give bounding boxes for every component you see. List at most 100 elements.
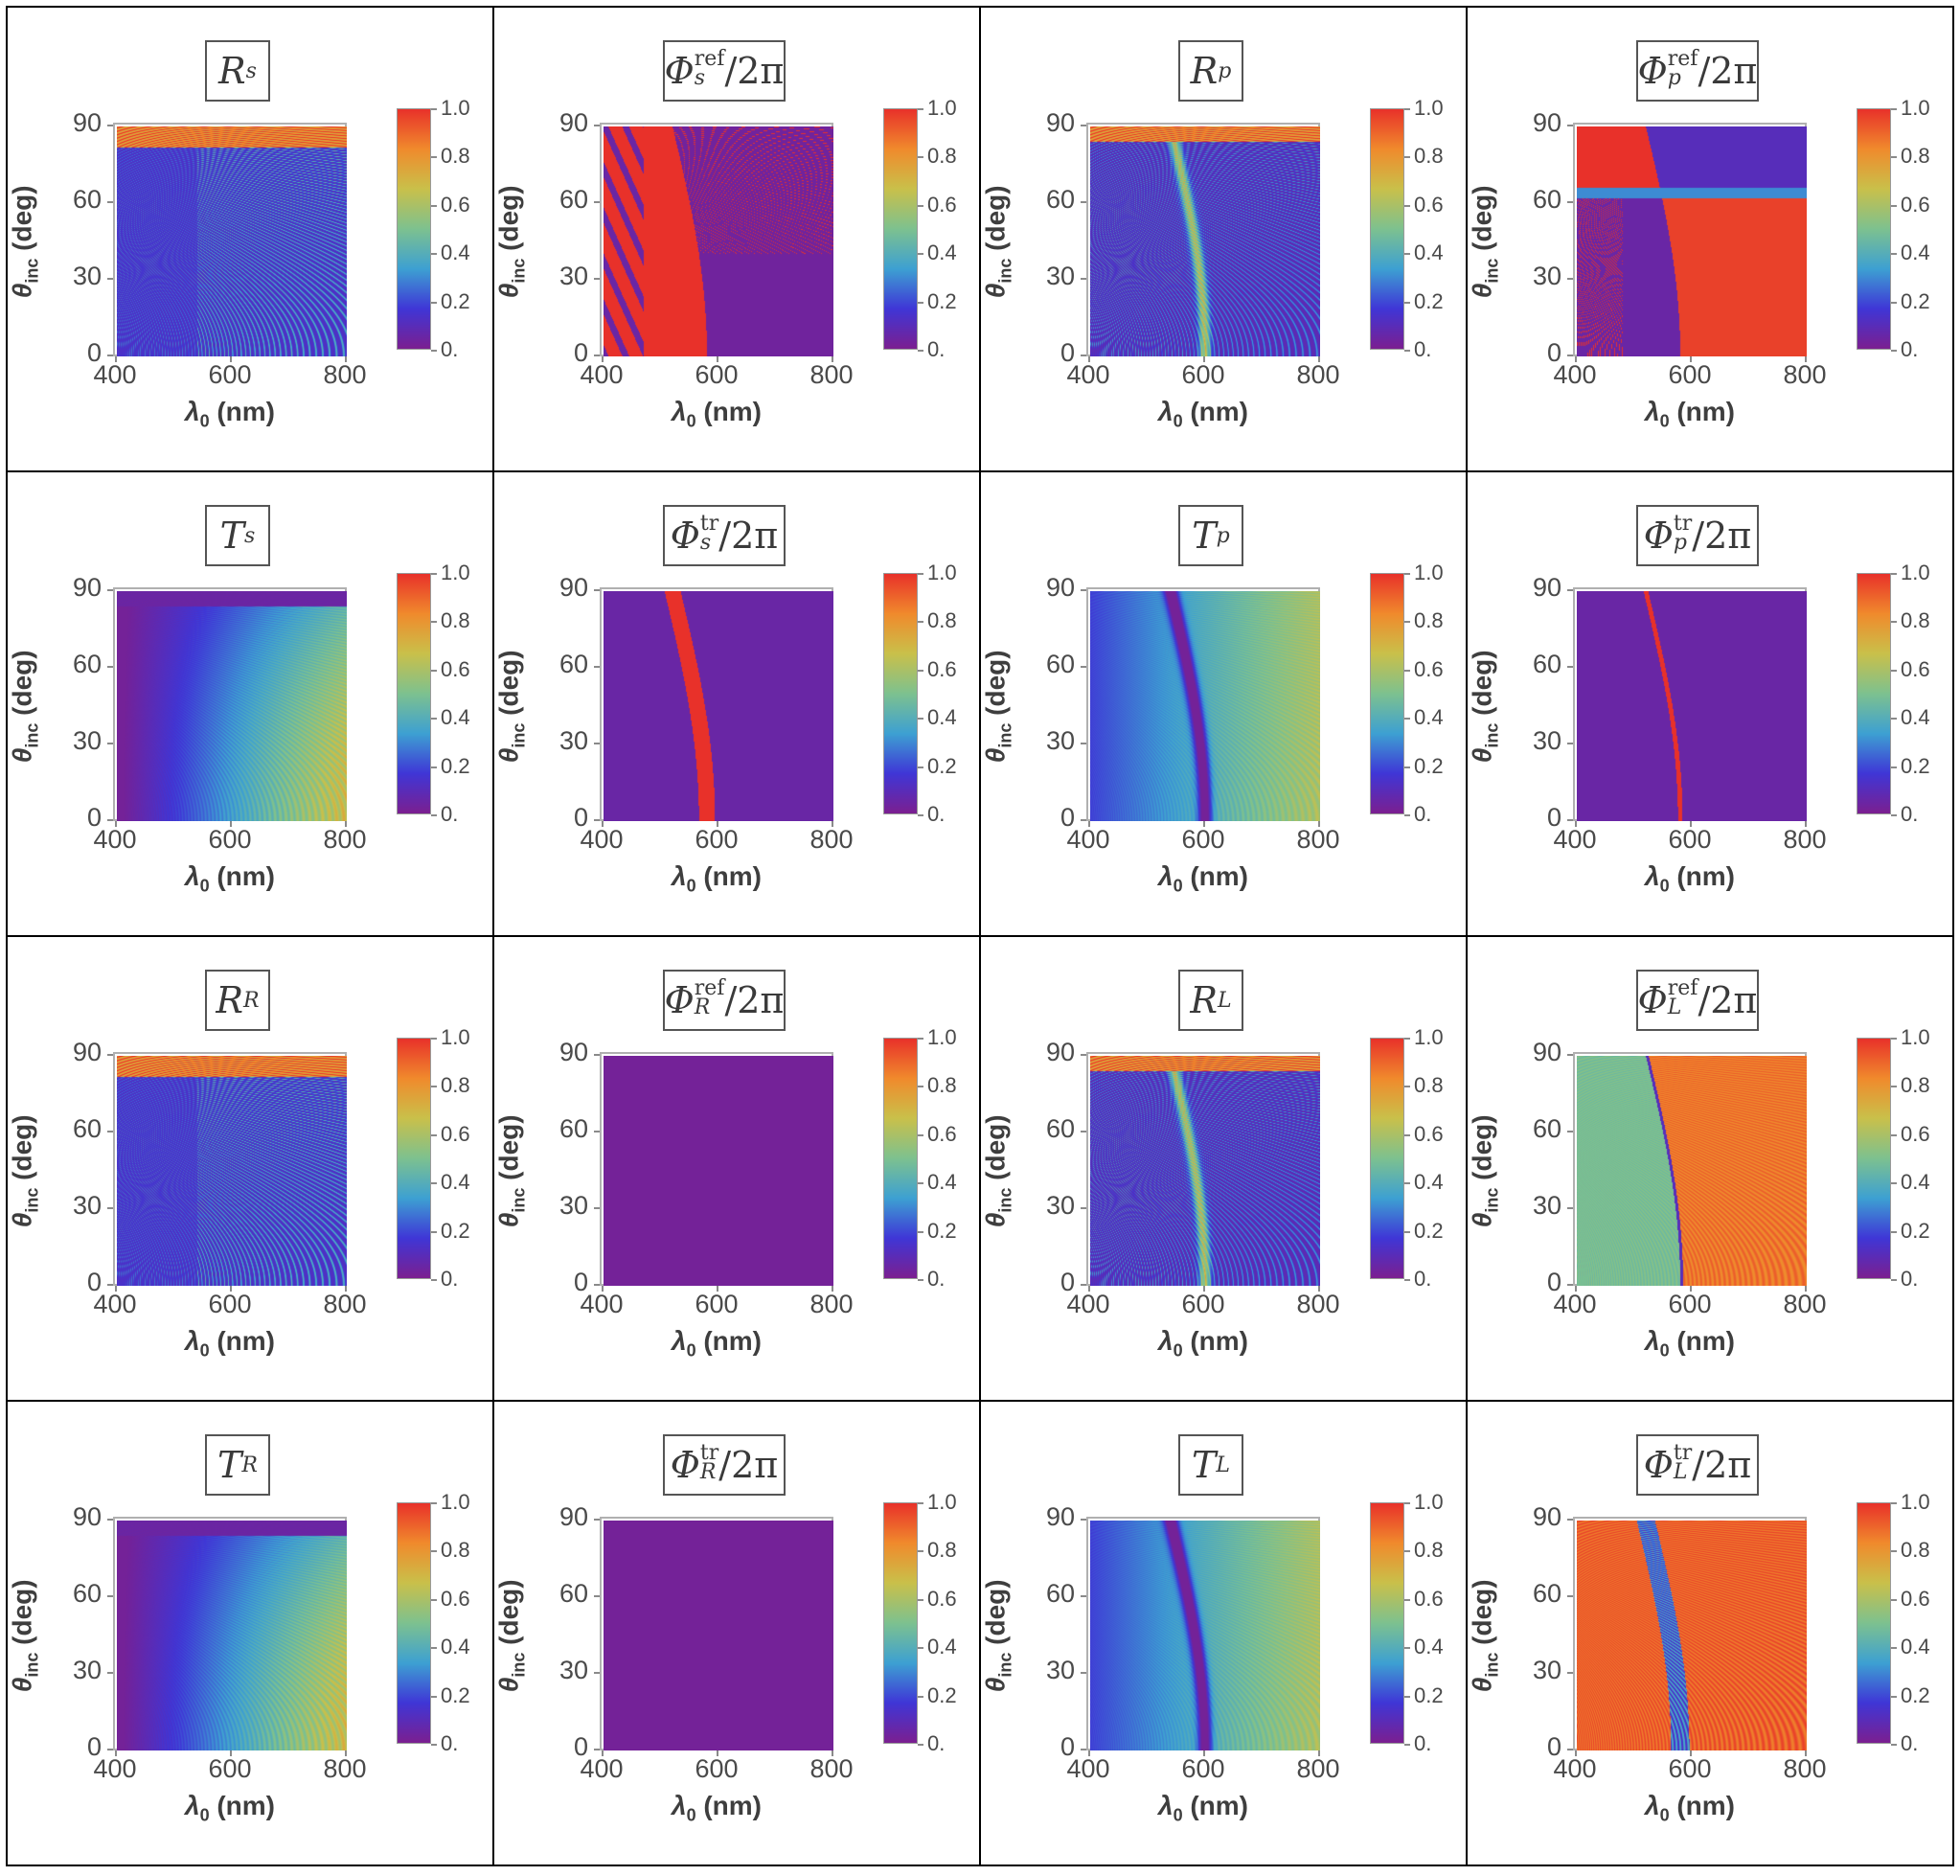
colorbar-tick-mark <box>1404 253 1410 256</box>
heatmap-image <box>1090 1056 1320 1286</box>
x-tick-mark <box>1088 356 1090 362</box>
y-axis-label: θinc (deg) <box>8 126 43 356</box>
x-axis-symbol: λ <box>671 1791 687 1820</box>
y-tick-label: 30 <box>558 262 588 290</box>
title-subscript: R <box>243 988 260 1013</box>
heatmap-image <box>1577 591 1807 821</box>
colorbar-tick-label: 0.4 <box>1414 1635 1444 1659</box>
colorbar-tick-label: 0.2 <box>441 1682 470 1707</box>
x-tick-label: 400 <box>93 1290 137 1318</box>
colorbar <box>1857 108 1891 350</box>
title-suffix: /2π <box>1698 50 1758 92</box>
x-tick-mark <box>1203 821 1205 827</box>
y-axis-symbol: θ <box>1467 747 1497 764</box>
x-tick-label: 600 <box>1668 825 1712 854</box>
heatmap-image <box>1577 126 1807 356</box>
colorbar-tick-mark <box>918 1133 923 1136</box>
colorbar-tick-label: 0.8 <box>1414 1538 1444 1563</box>
title-suffix: /2π <box>1692 1444 1752 1486</box>
y-axis-unit: (deg) <box>1467 650 1497 716</box>
title-suffix: /2π <box>1692 515 1752 557</box>
heatmap-image <box>1577 1521 1807 1750</box>
colorbar-tick-mark <box>431 204 437 207</box>
y-tick-mark <box>107 819 113 821</box>
colorbar-tick-mark <box>1891 814 1897 816</box>
y-axis-unit: (deg) <box>7 650 37 716</box>
y-tick-mark <box>1081 355 1086 356</box>
heatmap-plot <box>1573 1052 1807 1286</box>
x-tick-label: 600 <box>208 1290 252 1318</box>
colorbar-tick-mark <box>431 814 437 816</box>
colorbar-tick-label: 0.6 <box>441 1586 470 1611</box>
colorbar <box>883 1038 918 1279</box>
y-tick-mark <box>1567 355 1573 356</box>
colorbar-tick-label: 0.4 <box>1414 1170 1444 1195</box>
colorbar-tick-mark <box>1404 1279 1410 1281</box>
x-tick-label: 800 <box>809 1290 854 1318</box>
x-tick-mark <box>345 821 347 827</box>
y-tick-label: 60 <box>1045 1579 1075 1608</box>
x-axis-label: λ0 (nm) <box>630 1791 803 1826</box>
y-tick-label: 30 <box>72 726 102 755</box>
colorbar-tick-label: 0.6 <box>927 1586 957 1611</box>
x-tick-label: 600 <box>1181 1290 1225 1318</box>
title-symbol: R <box>1190 979 1218 1021</box>
y-axis-symbol: θ <box>7 283 37 299</box>
colorbar-tick-label: 0. <box>1414 337 1432 361</box>
x-tick-label: 600 <box>695 1290 739 1318</box>
x-axis-label: λ0 (nm) <box>144 1326 316 1361</box>
x-tick-label: 400 <box>580 1754 624 1783</box>
y-tick-mark <box>1567 125 1573 126</box>
y-tick-label: 30 <box>558 1191 588 1220</box>
x-tick-label: 400 <box>1066 1754 1110 1783</box>
colorbar-tick-label: 1.0 <box>1901 1025 1930 1049</box>
y-axis-subscript: inc <box>995 1187 1015 1213</box>
x-tick-mark <box>832 821 833 827</box>
colorbar-tick-label: 0.4 <box>441 705 470 730</box>
colorbar-tick-mark <box>918 1598 923 1601</box>
x-axis-unit: (nm) <box>217 1791 276 1820</box>
colorbar-tick-label: 0.2 <box>1901 753 1930 778</box>
x-axis-label: λ0 (nm) <box>144 1791 316 1826</box>
colorbar-tick-label: 0.6 <box>441 1121 470 1146</box>
y-tick-mark <box>107 355 113 356</box>
colorbar-tick-mark <box>1404 573 1410 575</box>
x-tick-label: 400 <box>93 825 137 854</box>
colorbar-tick-mark <box>1891 253 1897 256</box>
x-tick-mark <box>1203 1750 1205 1756</box>
title-subscript: L <box>1216 1453 1230 1477</box>
colorbar-tick-label: 0. <box>1901 1731 1919 1755</box>
colorbar-tick-mark <box>1404 1230 1410 1233</box>
x-tick-mark <box>1690 356 1692 362</box>
title-superscript: tr <box>699 512 719 536</box>
colorbar-tick-mark <box>918 253 923 256</box>
colorbar <box>1370 108 1404 350</box>
colorbar-tick-label: 0.4 <box>1901 705 1930 730</box>
x-tick-label: 400 <box>1066 825 1110 854</box>
x-axis-label: λ0 (nm) <box>630 861 803 897</box>
colorbar-tick-label: 1.0 <box>927 96 957 120</box>
colorbar-tick-mark <box>1891 1598 1897 1601</box>
x-axis-unit: (nm) <box>1676 1326 1736 1356</box>
x-tick-label: 400 <box>93 1754 137 1783</box>
y-tick-label: 0 <box>573 1268 588 1296</box>
colorbar-tick-label: 0.6 <box>441 656 470 681</box>
x-tick-mark <box>1805 1750 1807 1756</box>
colorbar-tick-label: 0.4 <box>1414 240 1444 265</box>
colorbar-tick-mark <box>918 621 923 624</box>
x-axis-unit: (nm) <box>217 861 276 891</box>
y-tick-label: 90 <box>1045 1502 1075 1531</box>
x-tick-mark <box>832 1286 833 1292</box>
x-tick-label: 400 <box>1553 360 1597 389</box>
title-suffix: /2π <box>1698 979 1758 1021</box>
y-tick-label: 0 <box>1060 338 1075 367</box>
x-tick-mark <box>1203 356 1205 362</box>
colorbar-tick-label: 0.6 <box>1414 192 1444 217</box>
